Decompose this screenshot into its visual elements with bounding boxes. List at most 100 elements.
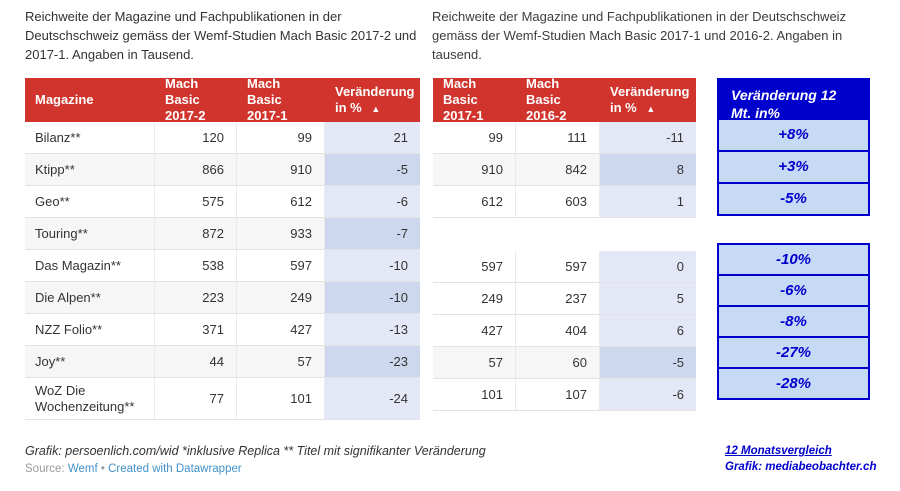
table-row: 612 603 1 bbox=[433, 186, 696, 218]
value-cell: 612 bbox=[237, 186, 325, 217]
table-row: Die Alpen** 223 249 -10 bbox=[25, 282, 420, 314]
magazine-name-cell: Bilanz** bbox=[25, 122, 155, 153]
change-cell: -6 bbox=[600, 379, 696, 410]
table-row: 249 237 5 bbox=[433, 283, 696, 315]
value-cell: 427 bbox=[433, 315, 516, 346]
left-table: Magazine Mach Basic 2017-2 Mach Basic 20… bbox=[25, 75, 420, 420]
value-cell: 111 bbox=[516, 122, 600, 153]
change-cell: 1 bbox=[600, 186, 696, 217]
change-panel-bottom-cells: -10% -6% -8% -27% -28% bbox=[719, 245, 868, 398]
sort-ascending-icon[interactable]: ▲ bbox=[646, 104, 656, 114]
change-12mt-value: +8% bbox=[719, 120, 868, 150]
value-cell: 575 bbox=[155, 186, 237, 217]
change-12mt-value: -5% bbox=[719, 182, 868, 214]
value-cell: 57 bbox=[237, 346, 325, 377]
change-panel-top: Veränderung 12 Mt. in% +8% +3% -5% bbox=[717, 78, 870, 216]
right-chart-title: Reichweite der Magazine und Fachpublikat… bbox=[432, 9, 847, 62]
change-cell: -24 bbox=[325, 378, 420, 419]
bottom-right-credit: 12 Monatsvergleich Grafik: mediabeobacht… bbox=[725, 444, 876, 475]
magazine-name-cell: WoZ Die Wochenzeitung** bbox=[25, 378, 155, 419]
table-row: Geo** 575 612 -6 bbox=[25, 186, 420, 218]
middle-table-body-top: 99 111 -11 910 842 8 612 603 1 bbox=[433, 122, 696, 218]
change-cell: 0 bbox=[600, 251, 696, 282]
value-cell: 101 bbox=[433, 379, 516, 410]
value-cell: 99 bbox=[433, 122, 516, 153]
value-cell: 223 bbox=[155, 282, 237, 313]
value-cell: 597 bbox=[516, 251, 600, 282]
magazine-name-cell: Geo** bbox=[25, 186, 155, 217]
change-12mt-value: -6% bbox=[719, 274, 868, 305]
middle-table: Mach Basic 2017-1 Mach Basic 2016-2 Verä… bbox=[433, 75, 696, 411]
footer-note: Grafik: persoenlich.com/wid *inklusive R… bbox=[25, 444, 486, 458]
table-gap bbox=[433, 218, 696, 251]
table-row: Ktipp** 866 910 -5 bbox=[25, 154, 420, 186]
change-panel-top-cells: +8% +3% -5% bbox=[719, 120, 868, 214]
change-cell: -11 bbox=[600, 122, 696, 153]
value-cell: 842 bbox=[516, 154, 600, 185]
column-header-mach-basic-2017-1[interactable]: Mach Basic 2017-1 bbox=[443, 75, 484, 124]
column-header-mach-basic-2016-2[interactable]: Mach Basic 2016-2 bbox=[526, 75, 567, 124]
change-12mt-value: -28% bbox=[719, 367, 868, 398]
magazine-name-cell: Touring** bbox=[25, 218, 155, 249]
table-row: 57 60 -5 bbox=[433, 347, 696, 379]
change-panel-header: Veränderung 12 Mt. in% bbox=[719, 80, 868, 121]
change-panel-bottom: -10% -6% -8% -27% -28% bbox=[717, 243, 870, 400]
change-cell: 21 bbox=[325, 122, 420, 153]
column-header-veraenderung[interactable]: Veränderung in % ▲ bbox=[325, 84, 420, 117]
change-cell: -10 bbox=[325, 282, 420, 313]
table-row: 597 597 0 bbox=[433, 251, 696, 283]
magazine-name-cell: Joy** bbox=[25, 346, 155, 377]
sort-ascending-icon[interactable]: ▲ bbox=[371, 104, 381, 114]
value-cell: 101 bbox=[237, 378, 325, 419]
change-cell: -7 bbox=[325, 218, 420, 249]
table-row: NZZ Folio** 371 427 -13 bbox=[25, 314, 420, 346]
table-row: 101 107 -6 bbox=[433, 379, 696, 411]
column-header-magazine[interactable]: Magazine bbox=[35, 91, 94, 107]
middle-table-body-bottom: 597 597 0 249 237 5 427 404 6 57 60 -5 101 107 -6 bbox=[433, 251, 696, 411]
left-table-header: Magazine Mach Basic 2017-2 Mach Basic 20… bbox=[25, 75, 420, 124]
magazine-name-cell: Die Alpen** bbox=[25, 282, 155, 313]
change-cell: -5 bbox=[325, 154, 420, 185]
value-cell: 249 bbox=[433, 283, 516, 314]
value-cell: 57 bbox=[433, 347, 516, 378]
value-cell: 120 bbox=[155, 122, 237, 153]
column-header-mach-basic-2017-2[interactable]: Mach Basic 2017-2 bbox=[165, 75, 206, 124]
column-header-mach-basic-2017-1[interactable]: Mach Basic 2017-1 bbox=[247, 75, 288, 124]
table-row: WoZ Die Wochenzeitung** 77 101 -24 bbox=[25, 378, 420, 420]
change-12mt-value: +3% bbox=[719, 150, 868, 182]
value-cell: 427 bbox=[237, 314, 325, 345]
magazine-name-cell: NZZ Folio** bbox=[25, 314, 155, 345]
change-12mt-value: -10% bbox=[719, 245, 868, 274]
value-cell: 77 bbox=[155, 378, 237, 419]
column-header-veraenderung[interactable]: Veränderung in % ▲ bbox=[600, 84, 696, 117]
table-row: 427 404 6 bbox=[433, 315, 696, 347]
value-cell: 866 bbox=[155, 154, 237, 185]
left-chart-title: Reichweite der Magazine und Fachpublikat… bbox=[25, 9, 417, 62]
column-header-label: Veränderung in % bbox=[610, 83, 690, 115]
credit-line-2: Grafik: mediabeobachter.ch bbox=[725, 460, 877, 473]
value-cell: 371 bbox=[155, 314, 237, 345]
change-cell: -5 bbox=[600, 347, 696, 378]
change-12mt-value: -27% bbox=[719, 336, 868, 367]
column-header-label: Veränderung in % bbox=[335, 83, 415, 115]
left-table-body: Bilanz** 120 99 21 Ktipp** 866 910 -5 Geo** 575 61… bbox=[25, 122, 420, 420]
change-cell: -23 bbox=[325, 346, 420, 377]
magazine-name-cell: Das Magazin** bbox=[25, 250, 155, 281]
value-cell: 99 bbox=[237, 122, 325, 153]
change-cell: 8 bbox=[600, 154, 696, 185]
table-row: Das Magazin** 538 597 -10 bbox=[25, 250, 420, 282]
value-cell: 249 bbox=[237, 282, 325, 313]
source-line: Source: Wemf • Created with Datawrapper bbox=[25, 463, 242, 475]
value-cell: 60 bbox=[516, 347, 600, 378]
value-cell: 107 bbox=[516, 379, 600, 410]
value-cell: 44 bbox=[155, 346, 237, 377]
change-cell: -10 bbox=[325, 250, 420, 281]
datawrapper-credit-link[interactable]: Created with Datawrapper bbox=[108, 463, 242, 475]
value-cell: 597 bbox=[237, 250, 325, 281]
value-cell: 612 bbox=[433, 186, 516, 217]
separator-dot: • bbox=[100, 463, 105, 475]
table-row: Bilanz** 120 99 21 bbox=[25, 122, 420, 154]
value-cell: 404 bbox=[516, 315, 600, 346]
change-cell: -6 bbox=[325, 186, 420, 217]
source-link-wemf[interactable]: Wemf bbox=[67, 463, 98, 475]
